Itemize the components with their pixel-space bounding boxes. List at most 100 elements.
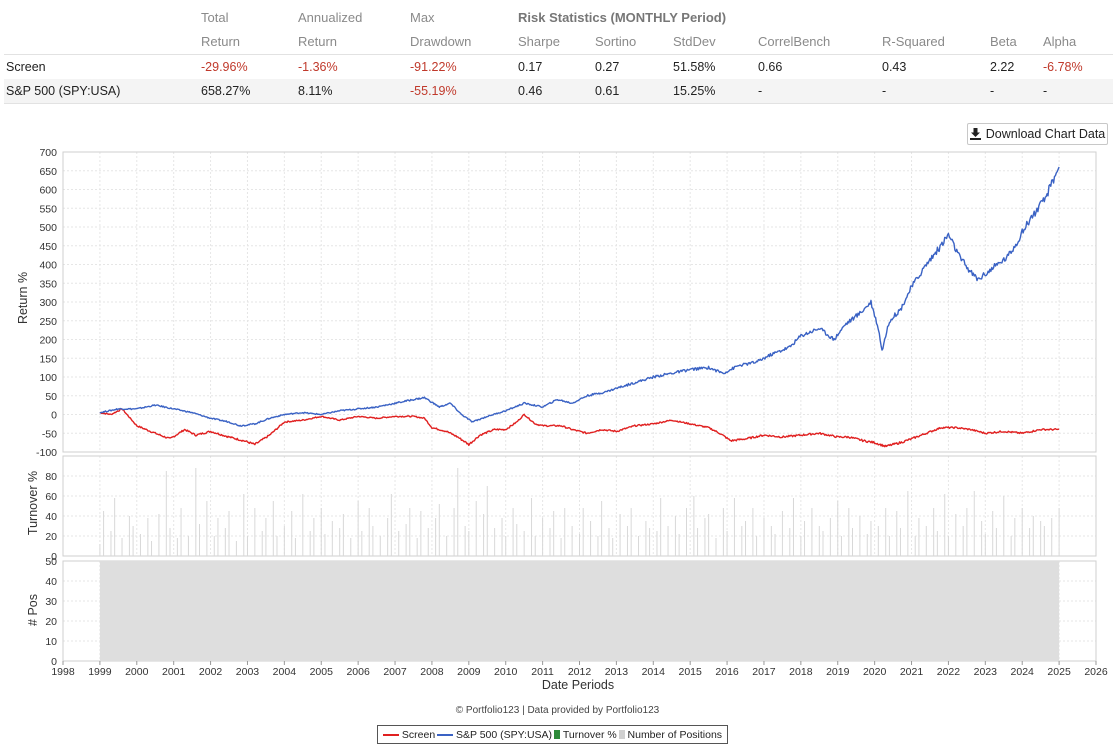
cell-r-squared: - bbox=[882, 84, 887, 98]
risk-statistics-title: Risk Statistics (MONTHLY Period) bbox=[518, 10, 727, 25]
y-tick-label: 500 bbox=[39, 222, 57, 234]
y-tick-label: 250 bbox=[39, 316, 57, 328]
header-alpha: Alpha bbox=[1043, 34, 1077, 49]
y-tick-label: 150 bbox=[39, 353, 57, 365]
y-tick-label: 350 bbox=[39, 278, 57, 290]
header-sharpe: Sharpe bbox=[518, 34, 560, 49]
stats-table: Total Return Annualized Return Max Drawd… bbox=[0, 0, 1115, 104]
cell-total-return: -29.96% bbox=[201, 60, 248, 74]
x-tick-label: 2025 bbox=[1047, 666, 1071, 678]
row-name: Screen bbox=[6, 60, 46, 74]
header-total-return-1: Total bbox=[201, 10, 229, 25]
x-tick-label: 2014 bbox=[642, 666, 666, 678]
y-tick-label: 400 bbox=[39, 260, 57, 272]
positions-area bbox=[99, 561, 1060, 661]
table-row-screen: Screen -29.96% -1.36% -91.22% 0.17 0.27 … bbox=[4, 54, 1113, 80]
x-axis-title: Date Periods bbox=[542, 678, 614, 692]
cell-annualized-return: -1.36% bbox=[298, 60, 338, 74]
y-tick-label: 40 bbox=[45, 511, 57, 523]
y-tick-label: 300 bbox=[39, 297, 57, 309]
y-tick-label: 20 bbox=[45, 616, 57, 628]
header-beta: Beta bbox=[990, 34, 1017, 49]
x-tick-label: 2016 bbox=[715, 666, 739, 678]
cell-max-drawdown: -55.19% bbox=[410, 84, 457, 98]
legend-label: Screen bbox=[401, 728, 436, 741]
legend-item-turnover[interactable]: Turnover % bbox=[553, 728, 617, 741]
benchmark-series-line bbox=[99, 166, 1060, 427]
legend-swatch bbox=[436, 733, 453, 736]
cell-beta: - bbox=[990, 84, 995, 98]
legend-item-screen[interactable]: Screen bbox=[382, 728, 436, 741]
header-annualized-return-2: Return bbox=[298, 34, 338, 49]
x-tick-label: 2003 bbox=[236, 666, 260, 678]
cell-sharpe: 0.17 bbox=[518, 60, 543, 74]
x-tick-label: 2007 bbox=[383, 666, 407, 678]
x-tick-label: 2017 bbox=[752, 666, 776, 678]
legend-label: Number of Positions bbox=[627, 728, 723, 741]
cell-max-drawdown: -91.22% bbox=[410, 60, 457, 74]
download-icon bbox=[969, 128, 981, 140]
header-total-return-2: Return bbox=[201, 34, 241, 49]
cell-sharpe: 0.46 bbox=[518, 84, 543, 98]
x-tick-label: 2020 bbox=[863, 666, 887, 678]
x-tick-label: 2021 bbox=[900, 666, 924, 678]
y-tick-label: 550 bbox=[39, 203, 57, 215]
y-tick-label: 30 bbox=[45, 596, 57, 608]
y-tick-label: 60 bbox=[45, 491, 57, 503]
cell-stddev: 51.58% bbox=[673, 60, 716, 74]
x-tick-label: 2011 bbox=[531, 666, 554, 678]
x-tick-label: 2006 bbox=[346, 666, 370, 678]
x-tick-label: 2010 bbox=[494, 666, 518, 678]
header-r-squared: R-Squared bbox=[882, 34, 945, 49]
y-axis-title-positions: # Pos bbox=[26, 594, 40, 626]
cell-correlbench: - bbox=[758, 84, 763, 98]
y-axis-title-return: Return % bbox=[16, 272, 30, 324]
x-tick-label: 2012 bbox=[568, 666, 592, 678]
legend-swatch bbox=[382, 733, 399, 736]
x-tick-label: 2018 bbox=[789, 666, 813, 678]
x-tick-label: 2022 bbox=[937, 666, 961, 678]
chart-legend: Screen S&P 500 (SPY:USA) Turnover % Numb… bbox=[377, 725, 728, 744]
header-correlbench: CorrelBench bbox=[758, 34, 831, 49]
row-name: S&P 500 (SPY:USA) bbox=[6, 84, 121, 98]
y-tick-label: 600 bbox=[39, 185, 57, 197]
x-tick-label: 2004 bbox=[273, 666, 297, 678]
legend-label: Turnover % bbox=[562, 728, 617, 741]
cell-annualized-return: 8.11% bbox=[298, 84, 333, 98]
legend-swatch bbox=[553, 730, 560, 739]
x-tick-label: 2001 bbox=[162, 666, 186, 678]
cell-beta: 2.22 bbox=[990, 60, 1015, 74]
header-annualized-return-1: Annualized bbox=[298, 10, 363, 25]
y-tick-label: 0 bbox=[51, 656, 57, 668]
x-tick-label: 2002 bbox=[199, 666, 223, 678]
y-tick-label: 10 bbox=[45, 636, 57, 648]
screen-series-line bbox=[99, 408, 1060, 448]
x-tick-label: 2009 bbox=[457, 666, 481, 678]
y-tick-label: 450 bbox=[39, 241, 57, 253]
y-tick-label: -50 bbox=[42, 428, 57, 440]
legend-item-benchmark[interactable]: S&P 500 (SPY:USA) bbox=[436, 729, 552, 741]
cell-alpha: - bbox=[1043, 84, 1048, 98]
download-chart-data-button[interactable]: Download Chart Data bbox=[967, 123, 1108, 145]
y-tick-label: 650 bbox=[39, 166, 57, 178]
turnover-bars bbox=[99, 468, 1060, 556]
x-tick-label: 2019 bbox=[826, 666, 850, 678]
y-tick-label: 200 bbox=[39, 335, 57, 347]
cell-stddev: 15.25% bbox=[673, 84, 716, 98]
header-stddev: StdDev bbox=[673, 34, 716, 49]
legend-swatch bbox=[618, 730, 625, 739]
y-tick-label: 100 bbox=[39, 372, 57, 384]
chart-credit: © Portfolio123 | Data provided by Portfo… bbox=[455, 705, 660, 716]
header-max-drawdown-2: Drawdown bbox=[410, 34, 472, 49]
y-tick-label: -100 bbox=[36, 447, 57, 459]
x-tick-label: 2008 bbox=[420, 666, 444, 678]
table-row-benchmark: S&P 500 (SPY:USA) 658.27% 8.11% -55.19% … bbox=[4, 79, 1113, 104]
header-sortino: Sortino bbox=[595, 34, 637, 49]
cell-correlbench: 0.66 bbox=[758, 60, 783, 74]
download-button-label: Download Chart Data bbox=[985, 127, 1106, 141]
positions-area-shape bbox=[99, 561, 1060, 661]
legend-item-positions[interactable]: Number of Positions bbox=[618, 728, 723, 741]
cell-r-squared: 0.43 bbox=[882, 60, 907, 74]
y-tick-label: 50 bbox=[45, 556, 57, 568]
